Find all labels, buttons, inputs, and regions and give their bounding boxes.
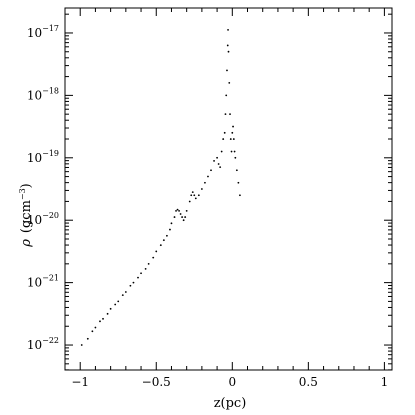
y-tick-label: 10−18 [27, 86, 59, 102]
data-point [152, 256, 155, 259]
y-axis-unit-close: ) [19, 183, 34, 188]
plot-frame [64, 7, 393, 371]
y-tick-label: 10−22 [27, 336, 59, 352]
data-point [220, 150, 223, 153]
data-point [217, 163, 220, 165]
data-point [237, 181, 240, 184]
data-point [170, 222, 173, 225]
data-point [137, 276, 139, 279]
data-point [159, 244, 162, 247]
data-point [181, 216, 184, 218]
data-point [223, 131, 226, 134]
data-point [173, 216, 176, 218]
data-point [227, 50, 230, 53]
data-point [193, 194, 196, 197]
data-point [226, 44, 229, 47]
data-point [239, 194, 241, 197]
data-point [230, 150, 233, 153]
y-tick-label: 10−19 [27, 149, 59, 165]
data-point [178, 209, 180, 212]
data-point [233, 150, 236, 153]
y-tick-label: 10−21 [27, 274, 59, 290]
x-axis-title: z(pc) [214, 396, 247, 411]
data-point [114, 303, 117, 306]
data-point [175, 209, 177, 212]
data-point [182, 219, 185, 222]
data-point [213, 160, 215, 162]
data-point [224, 113, 227, 116]
data-point [155, 250, 158, 253]
data-point [80, 344, 83, 346]
y-tick-label: 10−17 [27, 24, 59, 40]
x-tick-label: 0.5 [299, 375, 318, 389]
data-point [229, 138, 232, 140]
data-point [91, 330, 94, 333]
data-point [225, 94, 228, 97]
data-point [109, 307, 112, 310]
data-point [169, 228, 171, 231]
data-point [121, 294, 124, 297]
data-point [106, 312, 109, 315]
data-point [226, 69, 228, 72]
data-point [184, 216, 187, 218]
data-point [147, 262, 150, 265]
data-point [140, 272, 142, 275]
data-point [222, 138, 225, 140]
data-point [166, 234, 168, 237]
y-axis-symbol: ρ [19, 239, 34, 248]
data-point [191, 191, 194, 194]
data-point [99, 320, 101, 323]
data-point [129, 284, 132, 287]
y-axis-title: ρ (gcm−3) [18, 183, 34, 248]
x-tick-label: −0.5 [142, 375, 171, 389]
data-point [94, 326, 97, 329]
data-point [132, 281, 135, 284]
data-point [232, 125, 234, 128]
data-point [102, 317, 104, 320]
y-axis-unit-exponent: −3 [18, 188, 27, 200]
data-point [219, 166, 222, 169]
data-point [190, 194, 193, 197]
data-point [194, 197, 197, 200]
data-point [204, 181, 206, 184]
data-point [235, 169, 238, 172]
x-tick-label: −1 [71, 375, 89, 389]
data-point [229, 113, 231, 116]
data-points [80, 28, 241, 346]
data-point [185, 209, 188, 212]
data-point [124, 291, 127, 293]
data-point [162, 239, 165, 242]
data-point [200, 188, 203, 190]
data-point [197, 194, 200, 197]
data-point [232, 138, 235, 140]
data-point [117, 300, 120, 303]
data-point [210, 169, 212, 172]
x-axis-ticks: −1 −0.5 0 0.5 1 [64, 8, 389, 389]
data-point [231, 131, 234, 134]
data-point [234, 156, 237, 159]
data-point [207, 175, 209, 178]
data-point [188, 200, 191, 203]
data-point [179, 213, 182, 215]
y-axis-unit: (gcm [19, 200, 34, 233]
data-point [216, 156, 218, 159]
data-point [227, 28, 229, 31]
x-tick-label: 1 [381, 375, 389, 389]
data-point [144, 267, 147, 270]
y-axis-ticks: 10−22 10−21 10−20 10−19 10−18 10−17 [27, 13, 392, 371]
y-tick-label: 10−20 [27, 211, 59, 227]
data-point [86, 337, 89, 340]
x-tick-label: 0 [228, 375, 236, 389]
data-point [176, 208, 179, 211]
data-point [228, 81, 231, 84]
